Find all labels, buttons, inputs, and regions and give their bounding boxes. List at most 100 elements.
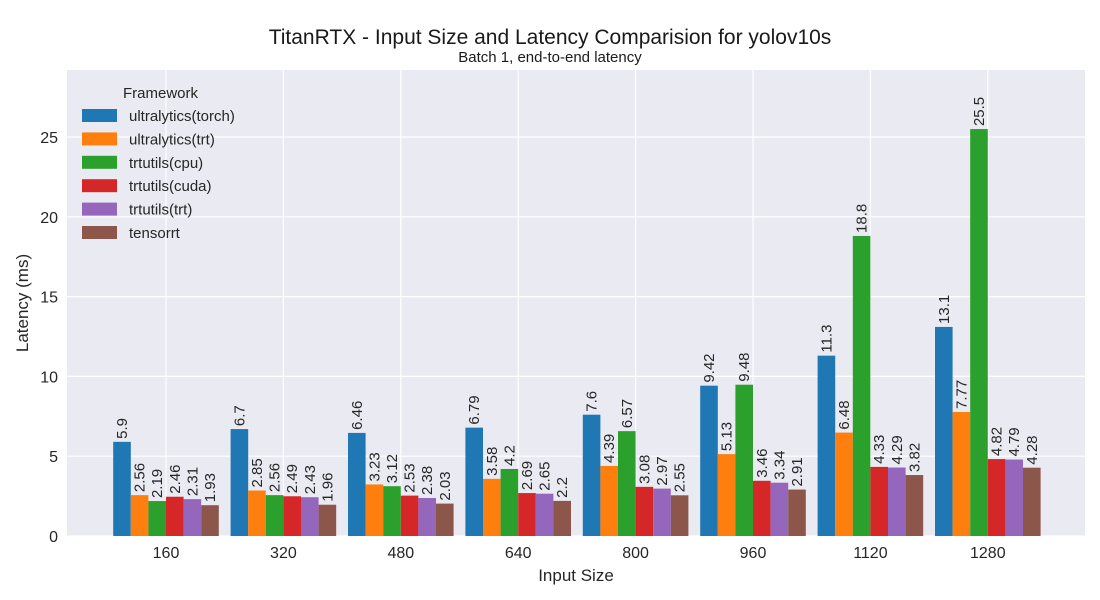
y-tick-label: 0: [49, 529, 58, 546]
bar-value-label: 2.56: [132, 463, 149, 492]
legend-title: Framework: [123, 85, 199, 102]
plot-area: [67, 70, 1085, 536]
bar-value-label: 6.57: [619, 399, 636, 428]
bar: [148, 501, 166, 536]
x-tick-label: 480: [387, 545, 414, 562]
bar: [301, 497, 319, 536]
bar-value-label: 1.96: [319, 473, 336, 502]
bar: [670, 495, 689, 536]
x-tick-label: 960: [740, 545, 767, 562]
bar-value-label: 25.5: [971, 97, 988, 126]
chart-subtitle: Batch 1, end-to-end latency: [458, 49, 642, 66]
bar: [518, 493, 536, 536]
bar-value-label: 3.46: [754, 449, 771, 478]
bar: [201, 505, 219, 536]
bar-value-label: 6.46: [349, 401, 366, 430]
bar: [753, 480, 771, 536]
bar: [318, 504, 337, 536]
bar: [788, 489, 806, 536]
legend-swatch: [82, 179, 117, 193]
y-tick-label: 15: [40, 290, 58, 307]
bar: [635, 486, 654, 536]
bar: [888, 467, 906, 536]
bar: [113, 441, 131, 536]
bar: [465, 427, 483, 536]
bar: [166, 496, 184, 536]
bar: [987, 459, 1006, 536]
bar: [130, 495, 149, 536]
bar-value-label: 9.48: [736, 353, 753, 382]
legend-label: trtutils(cpu): [129, 155, 203, 172]
bars: [113, 129, 1041, 536]
bar-value-label: 7.77: [953, 380, 970, 409]
bar-value-label: 4.28: [1024, 435, 1041, 464]
bar: [283, 496, 301, 536]
bar: [717, 454, 736, 536]
legend-label: trtutils(cuda): [129, 178, 212, 195]
bar: [483, 478, 501, 536]
y-tick-label: 25: [40, 130, 58, 147]
y-axis-label: Latency (ms): [13, 254, 32, 352]
y-tick-label: 20: [40, 210, 58, 227]
legend: Framework ultralytics(torch) ultralytics(…: [82, 85, 235, 242]
bar: [400, 495, 419, 536]
bar: [500, 468, 519, 536]
x-tick-label: 160: [153, 545, 180, 562]
bar-value-label: 6.48: [836, 400, 853, 429]
bar-value-label: 3.12: [384, 454, 401, 483]
bar-value-label: 4.2: [501, 445, 518, 466]
bar-value-label: 4.33: [871, 435, 888, 464]
bar: [735, 384, 753, 536]
bar: [348, 432, 366, 536]
bar: [935, 326, 953, 536]
legend-label: tensorrt: [129, 225, 181, 242]
bar-value-label: 2.97: [654, 456, 671, 485]
legend-label: ultralytics(trt): [129, 131, 215, 148]
bar-value-label: 2.31: [184, 467, 201, 496]
legend-swatch: [82, 155, 117, 169]
bar-value-label: 4.82: [989, 427, 1006, 456]
bar: [418, 498, 436, 536]
bar-value-label: 3.08: [636, 455, 653, 484]
bar-value-label: 3.58: [484, 447, 501, 476]
bar-value-label: 2.53: [402, 463, 419, 492]
axis-ticks: 0 5 10 15 20 25 160 320 480 640 800 960 1120 1280: [40, 130, 1005, 562]
x-tick-label: 640: [505, 545, 532, 562]
bar-value-label: 2.55: [672, 463, 689, 492]
legend-label: trtutils(trt): [129, 202, 192, 219]
bar-value-label: 3.34: [771, 450, 788, 479]
bar: [770, 482, 789, 536]
legend-label: ultralytics(torch): [129, 108, 235, 125]
bar-value-label: 2.91: [789, 457, 806, 486]
bar-value-label: 6.7: [231, 405, 248, 426]
y-tick-label: 5: [49, 449, 58, 466]
bar: [248, 490, 266, 536]
x-tick-label: 1120: [853, 545, 888, 562]
bar: [1023, 467, 1041, 536]
bar: [618, 431, 636, 536]
legend-swatch: [82, 132, 117, 146]
bar: [600, 465, 618, 536]
bar-value-label: 2.69: [519, 461, 536, 490]
bar-value-label: 2.56: [267, 463, 284, 492]
x-tick-label: 1280: [970, 545, 1006, 562]
bar-value-label: 13.1: [936, 295, 953, 324]
bar-value-label: 7.6: [584, 391, 601, 412]
bar-value-label: 6.79: [466, 395, 483, 424]
x-tick-label: 320: [270, 545, 297, 562]
bar: [183, 499, 202, 536]
y-tick-label: 10: [40, 369, 58, 386]
bar-value-label: 1.93: [202, 473, 219, 502]
bar: [905, 475, 924, 536]
bar-value-label: 5.13: [719, 422, 736, 451]
bar: [817, 355, 836, 536]
bar-value-label: 2.85: [249, 458, 266, 487]
bar: [265, 495, 284, 536]
bar: [952, 411, 971, 536]
bar-value-label: 3.23: [366, 452, 383, 481]
chart-title: TitanRTX - Input Size and Latency Compar…: [268, 26, 832, 49]
bar-value-label: 2.46: [167, 465, 184, 494]
bar: [653, 488, 671, 536]
